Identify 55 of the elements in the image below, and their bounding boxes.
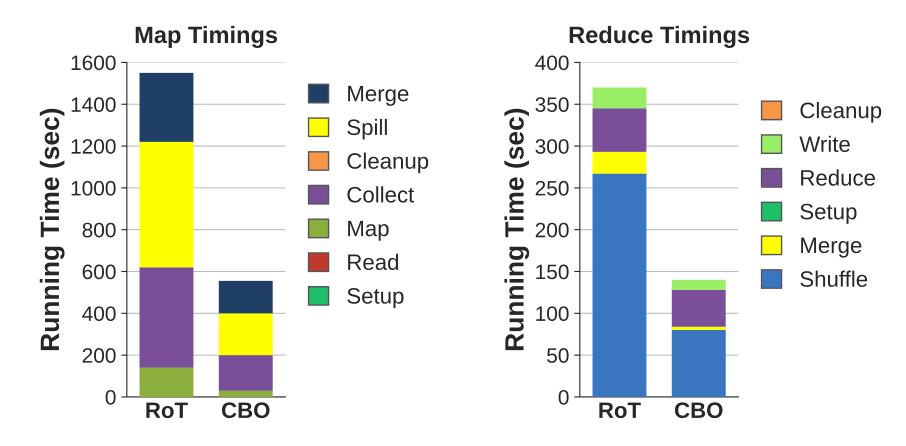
bar	[140, 142, 194, 268]
y-tick-label: 1400	[72, 97, 116, 112]
bar	[672, 326, 726, 330]
chart-title: Map Timings	[136, 26, 278, 48]
legend-label: Write	[799, 136, 850, 152]
legend-label: Reduce	[801, 169, 875, 186]
bar	[218, 355, 273, 391]
legend-label: Cleanup	[347, 152, 428, 174]
y-tick-label: 600	[82, 264, 116, 280]
legend-label: Spill	[347, 118, 387, 140]
legend-label: Map	[348, 220, 389, 241]
bar	[672, 290, 726, 327]
chart-title: Reduce Timings	[570, 26, 750, 48]
y-tick-label: 0	[558, 390, 569, 405]
bar	[140, 72, 194, 142]
bar	[218, 280, 273, 314]
x-tick-label: CBO	[222, 402, 270, 418]
x-tick-label: RoT	[599, 402, 641, 418]
y-axis-title: Running Time (sec)	[504, 108, 530, 350]
bar	[140, 267, 194, 368]
legend-label: Collect	[347, 186, 414, 203]
legend-label: Read	[348, 254, 398, 270]
bar	[592, 108, 646, 152]
y-tick-label: 400	[82, 306, 116, 322]
y-tick-label: 800	[82, 222, 116, 238]
legend-label: Merge	[348, 86, 408, 106]
y-tick-label: 200	[82, 348, 116, 363]
y-tick-label: 400	[535, 55, 569, 70]
y-tick-label: 1000	[72, 180, 116, 196]
y-tick-label: 1200	[72, 139, 116, 154]
x-tick-label: RoT	[146, 402, 188, 418]
bar	[140, 368, 194, 397]
y-tick-label: 0	[106, 390, 116, 405]
bar	[672, 280, 726, 290]
y-tick-label: 100	[536, 306, 569, 322]
y-tick-label: 1600	[72, 55, 116, 70]
x-tick-label: CBO	[674, 402, 723, 418]
bar	[592, 174, 646, 397]
y-tick-label: 350	[535, 97, 569, 112]
bar	[592, 88, 646, 108]
y-axis-title: Running Time (sec)	[40, 108, 65, 350]
y-tick-label: 250	[536, 180, 569, 196]
bar	[218, 313, 273, 356]
y-tick-label: 150	[536, 264, 569, 280]
y-tick-label: 200	[536, 222, 569, 238]
legend-label: Setup	[347, 288, 404, 308]
bar	[218, 390, 273, 397]
legend-label: Cleanup	[800, 102, 882, 123]
bar	[592, 152, 646, 174]
y-tick-label: 300	[535, 139, 569, 154]
legend-label: Merge	[801, 238, 862, 258]
legend-label: Setup	[800, 204, 856, 224]
bar	[672, 330, 726, 397]
legend-label: Shuffle	[800, 270, 868, 287]
y-tick-label: 50	[547, 348, 569, 363]
